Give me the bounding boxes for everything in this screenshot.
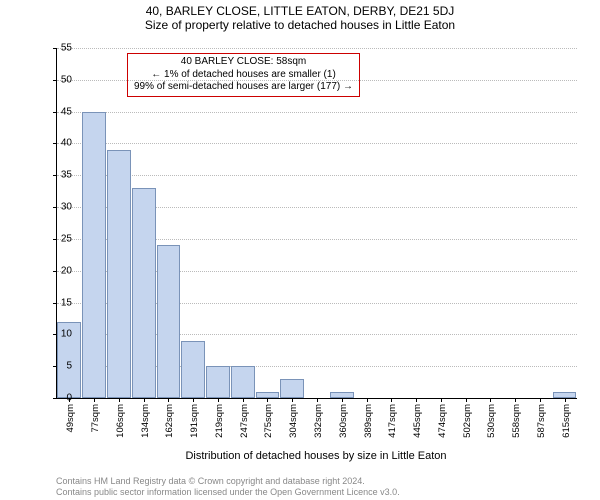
- xtick-label: 332sqm: [313, 404, 324, 438]
- histogram-bar: [231, 366, 255, 398]
- ytick-label: 25: [52, 233, 72, 244]
- xtick-mark: [168, 398, 169, 402]
- xtick-label: 615sqm: [561, 404, 572, 438]
- xtick-label: 502sqm: [462, 404, 473, 438]
- xtick-mark: [441, 398, 442, 402]
- xtick-label: 389sqm: [363, 404, 374, 438]
- xtick-mark: [565, 398, 566, 402]
- ytick-label: 40: [52, 138, 72, 149]
- xtick-mark: [119, 398, 120, 402]
- ytick-label: 20: [52, 265, 72, 276]
- histogram-bar: [157, 245, 181, 398]
- xtick-label: 247sqm: [239, 404, 250, 438]
- histogram-bar: [132, 188, 156, 398]
- xtick-label: 304sqm: [288, 404, 299, 438]
- xtick-label: 162sqm: [164, 404, 175, 438]
- xtick-label: 587sqm: [536, 404, 547, 438]
- gridline: [57, 48, 577, 49]
- ytick-label: 30: [52, 202, 72, 213]
- xtick-label: 219sqm: [214, 404, 225, 438]
- xtick-mark: [416, 398, 417, 402]
- chart-title-subtitle: Size of property relative to detached ho…: [0, 18, 600, 32]
- xtick-label: 445sqm: [412, 404, 423, 438]
- xtick-mark: [367, 398, 368, 402]
- xtick-mark: [218, 398, 219, 402]
- ytick-label: 35: [52, 170, 72, 181]
- ytick-label: 15: [52, 297, 72, 308]
- xtick-label: 77sqm: [90, 404, 101, 433]
- xtick-label: 106sqm: [115, 404, 126, 438]
- footer-line1: Contains HM Land Registry data © Crown c…: [56, 476, 400, 487]
- gridline: [57, 112, 577, 113]
- xtick-mark: [490, 398, 491, 402]
- xtick-label: 275sqm: [263, 404, 274, 438]
- xtick-label: 474sqm: [437, 404, 448, 438]
- footer-attribution: Contains HM Land Registry data © Crown c…: [56, 476, 400, 498]
- xtick-mark: [540, 398, 541, 402]
- xtick-mark: [342, 398, 343, 402]
- ytick-label: 50: [52, 74, 72, 85]
- footer-line2: Contains public sector information licen…: [56, 487, 400, 498]
- xtick-label: 530sqm: [486, 404, 497, 438]
- xtick-mark: [466, 398, 467, 402]
- xtick-mark: [94, 398, 95, 402]
- gridline: [57, 175, 577, 176]
- xtick-mark: [391, 398, 392, 402]
- chart-container: 40, BARLEY CLOSE, LITTLE EATON, DERBY, D…: [0, 0, 600, 500]
- histogram-bar: [107, 150, 131, 398]
- histogram-bar: [280, 379, 304, 398]
- xtick-label: 49sqm: [65, 404, 76, 433]
- gridline: [57, 80, 577, 81]
- xtick-mark: [267, 398, 268, 402]
- ytick-label: 0: [52, 393, 72, 404]
- x-axis-label: Distribution of detached houses by size …: [56, 450, 576, 462]
- ytick-label: 5: [52, 361, 72, 372]
- xtick-label: 558sqm: [511, 404, 522, 438]
- plot-area: 40 BARLEY CLOSE: 58sqm ← 1% of detached …: [56, 48, 577, 399]
- xtick-label: 191sqm: [189, 404, 200, 438]
- histogram-bar: [206, 366, 230, 398]
- callout-box: 40 BARLEY CLOSE: 58sqm ← 1% of detached …: [127, 53, 360, 97]
- xtick-label: 360sqm: [338, 404, 349, 438]
- xtick-mark: [243, 398, 244, 402]
- xtick-label: 134sqm: [140, 404, 151, 438]
- ytick-label: 10: [52, 329, 72, 340]
- xtick-mark: [515, 398, 516, 402]
- xtick-mark: [292, 398, 293, 402]
- xtick-mark: [317, 398, 318, 402]
- ytick-label: 45: [52, 106, 72, 117]
- gridline: [57, 143, 577, 144]
- callout-line3: 99% of semi-detached houses are larger (…: [134, 81, 353, 94]
- histogram-bar: [181, 341, 205, 398]
- chart-title-address: 40, BARLEY CLOSE, LITTLE EATON, DERBY, D…: [0, 0, 600, 18]
- histogram-bar: [82, 112, 106, 398]
- ytick-label: 55: [52, 43, 72, 54]
- xtick-mark: [144, 398, 145, 402]
- xtick-label: 417sqm: [387, 404, 398, 438]
- xtick-mark: [193, 398, 194, 402]
- callout-line1: 40 BARLEY CLOSE: 58sqm: [134, 56, 353, 69]
